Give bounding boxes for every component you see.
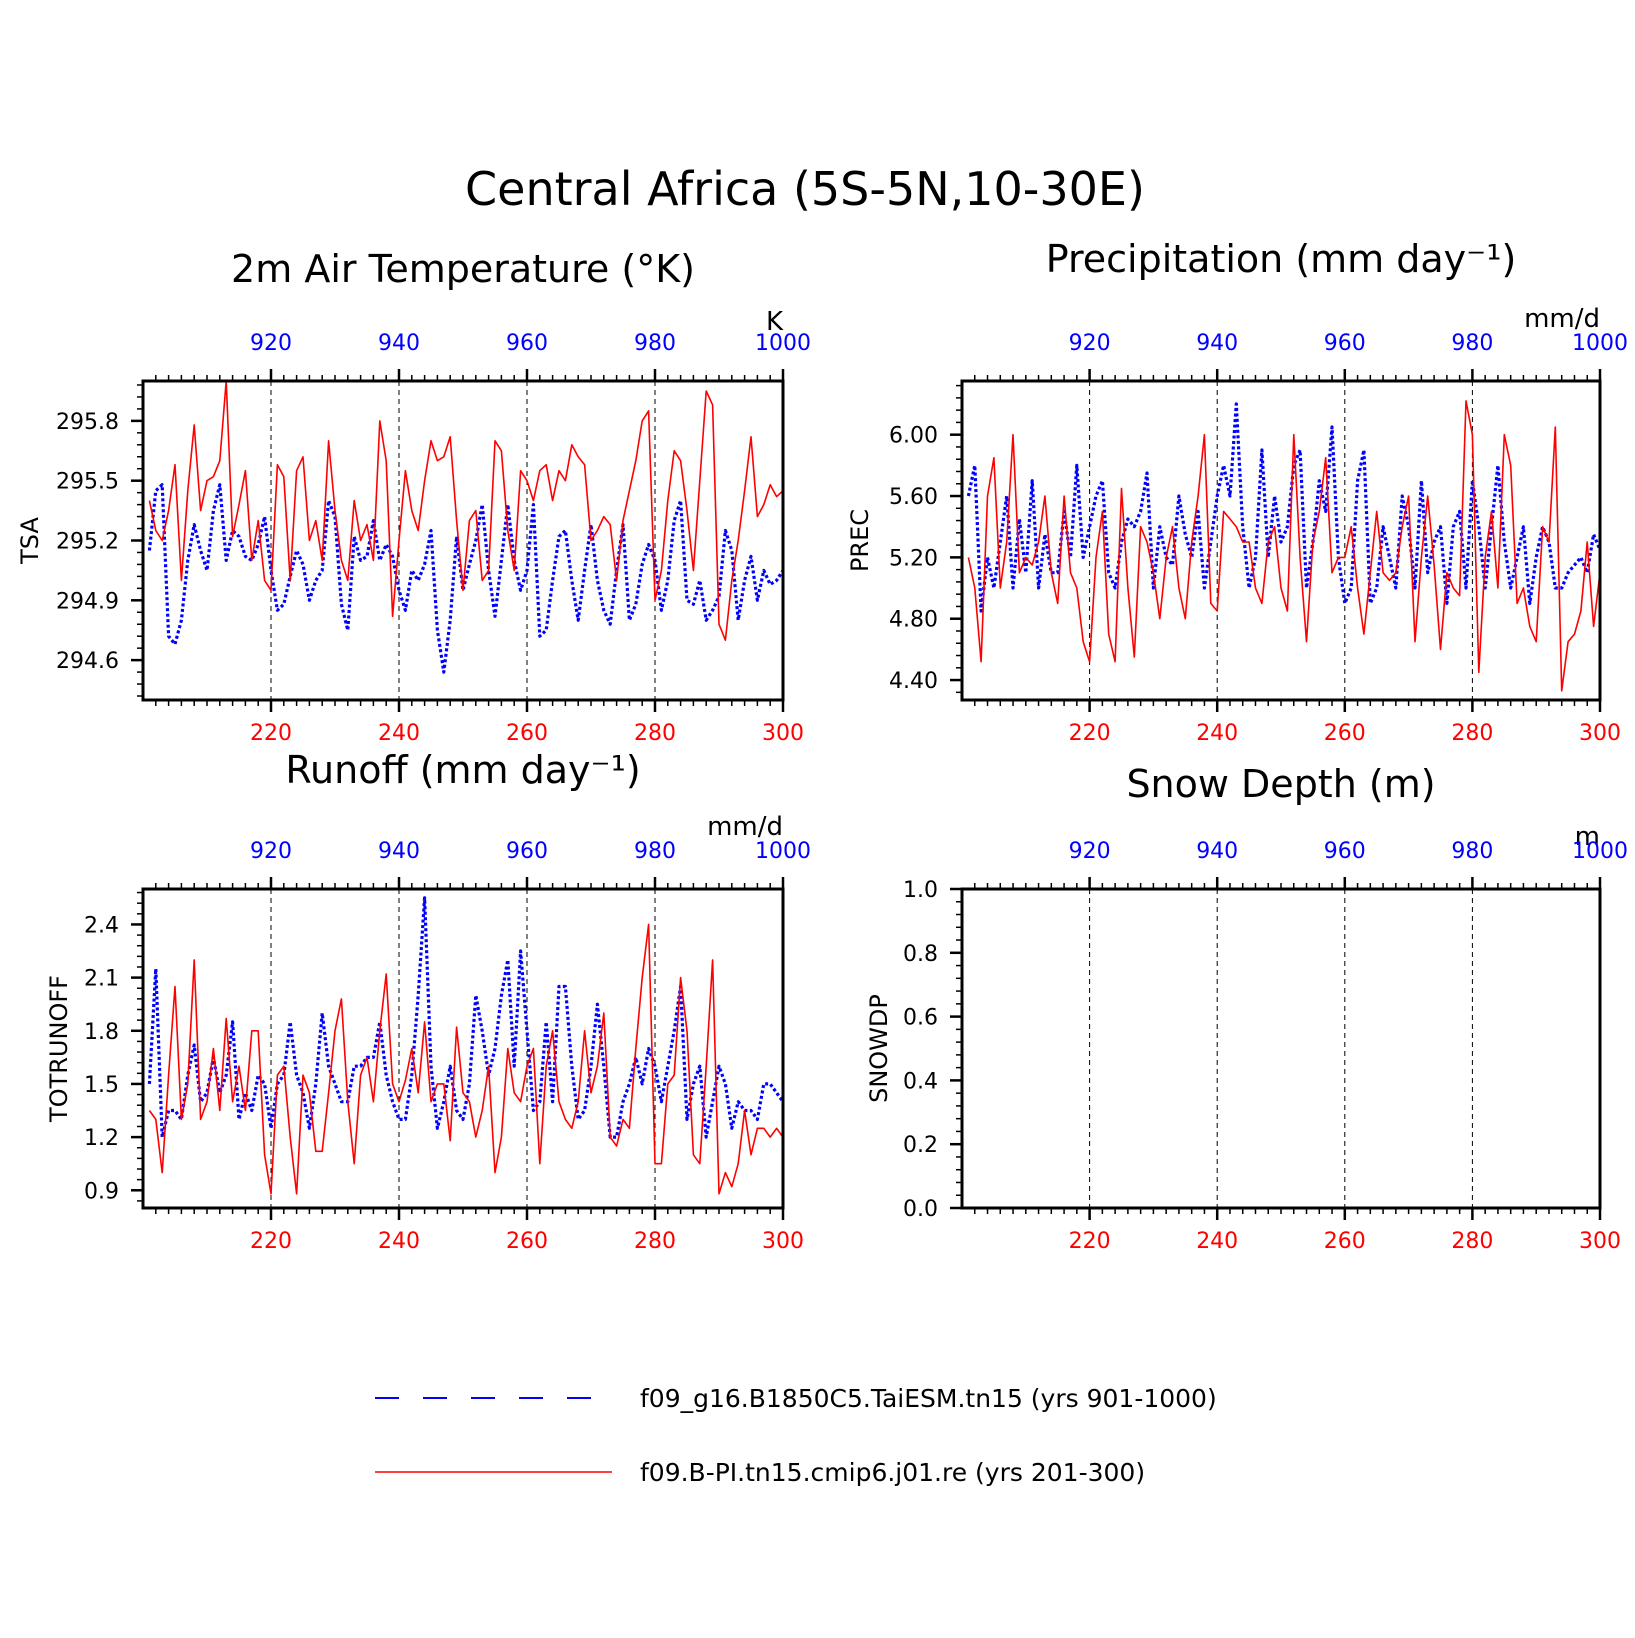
x-top-tick-label: 920 [1069, 331, 1111, 356]
y-tick-label: 0.6 [903, 1006, 938, 1031]
x-top-tick-label: 960 [506, 331, 548, 356]
y-tick-label: 0.0 [903, 1197, 938, 1222]
x-bottom-tick-label: 240 [378, 1229, 420, 1254]
x-bottom-tick-label: 260 [506, 1229, 548, 1254]
x-top-tick-label: 920 [250, 331, 292, 356]
x-top-tick-label: 1000 [1572, 839, 1628, 864]
x-top-tick-label: 960 [506, 839, 548, 864]
x-bottom-tick-label: 300 [762, 721, 804, 746]
x-top-tick-label: 940 [378, 331, 420, 356]
x-bottom-tick-label: 260 [506, 721, 548, 746]
panel-prec: Precipitation (mm day⁻¹)mm/d PREC 220 240 26… [846, 237, 1628, 746]
series-line-a [966, 402, 1600, 613]
y-tick-label: 1.8 [84, 1020, 119, 1045]
x-bottom-tick-label: 260 [1324, 1229, 1366, 1254]
y-tick-label: 294.9 [56, 589, 119, 614]
y-tick-label: 1.0 [903, 878, 938, 903]
x-top-tick-label: 1000 [1572, 331, 1628, 356]
unit-label: mm/d [1524, 304, 1600, 334]
panel-title: Runoff (mm day⁻¹) [285, 748, 640, 792]
panel-totrunoff: Runoff (mm day⁻¹) mm/d TOTRUNOFF 220 240 260 2… [45, 748, 811, 1254]
panel-title: Precipitation (mm day⁻¹) [1046, 237, 1517, 281]
legend-label-a: f09_g16.B1850C5.TaiESM.tn15 (yrs 901-100… [640, 1384, 1217, 1413]
x-bottom-tick-label: 300 [762, 1229, 804, 1254]
y-tick-label: 1.5 [84, 1073, 119, 1098]
x-top-tick-label: 1000 [755, 839, 811, 864]
y-tick-label: 0.2 [903, 1133, 938, 1158]
panel-tsa: 2m Air Temperature (°K) K TSA 220 240 260 280 3… [16, 247, 811, 746]
x-bottom-tick-label: 240 [1196, 1229, 1238, 1254]
x-top-tick-label: 980 [634, 331, 676, 356]
x-bottom-tick-label: 280 [1451, 721, 1493, 746]
y-tick-label: 6.00 [889, 424, 938, 449]
x-bottom-tick-label: 240 [378, 721, 420, 746]
y-tick-label: 2.4 [84, 913, 119, 938]
x-bottom-tick-label: 220 [250, 1229, 292, 1254]
x-bottom-tick-label: 220 [1069, 1229, 1111, 1254]
y-axis-label: TSA [16, 517, 44, 565]
y-tick-label: 4.80 [889, 608, 938, 633]
y-tick-label: 5.60 [889, 485, 938, 510]
x-bottom-tick-label: 260 [1324, 721, 1366, 746]
y-tick-label: 5.20 [889, 546, 938, 571]
panel-title: Snow Depth (m) [1126, 762, 1435, 806]
y-tick-label: 2.1 [84, 967, 119, 992]
x-top-tick-label: 1000 [755, 331, 811, 356]
panel-snowdp: Snow Depth (m) m SNOWDP 220 240 260 280 300 920 9… [865, 762, 1628, 1254]
series-line-b [967, 400, 1600, 692]
x-top-tick-label: 960 [1324, 331, 1366, 356]
unit-label: m [1575, 822, 1600, 852]
x-bottom-tick-label: 300 [1579, 1229, 1621, 1254]
y-tick-label: 0.4 [903, 1069, 938, 1094]
x-top-tick-label: 980 [1451, 331, 1493, 356]
legend: f09_g16.B1850C5.TaiESM.tn15 (yrs 901-100… [375, 1384, 1217, 1487]
x-top-tick-label: 920 [250, 839, 292, 864]
y-tick-label: 0.8 [903, 942, 938, 967]
x-bottom-tick-label: 280 [634, 721, 676, 746]
x-top-tick-label: 940 [1196, 331, 1238, 356]
y-tick-label: 295.8 [56, 410, 119, 435]
figure-title: Central Africa (5S-5N,10-30E) [465, 162, 1145, 216]
y-tick-label: 295.2 [56, 530, 119, 555]
series-line-a [147, 896, 783, 1139]
x-bottom-tick-label: 280 [1451, 1229, 1493, 1254]
x-bottom-tick-label: 280 [634, 1229, 676, 1254]
x-top-tick-label: 980 [1451, 839, 1493, 864]
x-bottom-tick-label: 220 [1069, 721, 1111, 746]
x-top-tick-label: 940 [1196, 839, 1238, 864]
x-bottom-tick-label: 220 [250, 721, 292, 746]
unit-label: mm/d [707, 812, 783, 842]
y-tick-label: 0.9 [84, 1179, 119, 1204]
x-top-tick-label: 940 [378, 839, 420, 864]
legend-label-b: f09.B-PI.tn15.cmip6.j01.re (yrs 201-300) [640, 1458, 1145, 1487]
x-top-tick-label: 960 [1324, 839, 1366, 864]
y-axis-label: SNOWDP [865, 994, 893, 1103]
series-line-a [147, 483, 783, 674]
unit-label: K [766, 307, 784, 337]
series-line-b [148, 923, 783, 1195]
panels: 2m Air Temperature (°K) K TSA 220 240 260 280 3… [16, 237, 1628, 1254]
panel-title: 2m Air Temperature (°K) [231, 247, 695, 291]
x-bottom-tick-label: 300 [1579, 721, 1621, 746]
y-tick-label: 295.5 [56, 470, 119, 495]
y-tick-label: 294.6 [56, 649, 119, 674]
x-top-tick-label: 980 [634, 839, 676, 864]
y-tick-label: 4.40 [889, 669, 938, 694]
y-tick-label: 1.2 [84, 1126, 119, 1151]
x-top-tick-label: 920 [1069, 839, 1111, 864]
y-axis-label: PREC [846, 509, 874, 572]
series-line-b [148, 381, 783, 642]
y-axis-label: TOTRUNOFF [45, 975, 73, 1123]
x-bottom-tick-label: 240 [1196, 721, 1238, 746]
